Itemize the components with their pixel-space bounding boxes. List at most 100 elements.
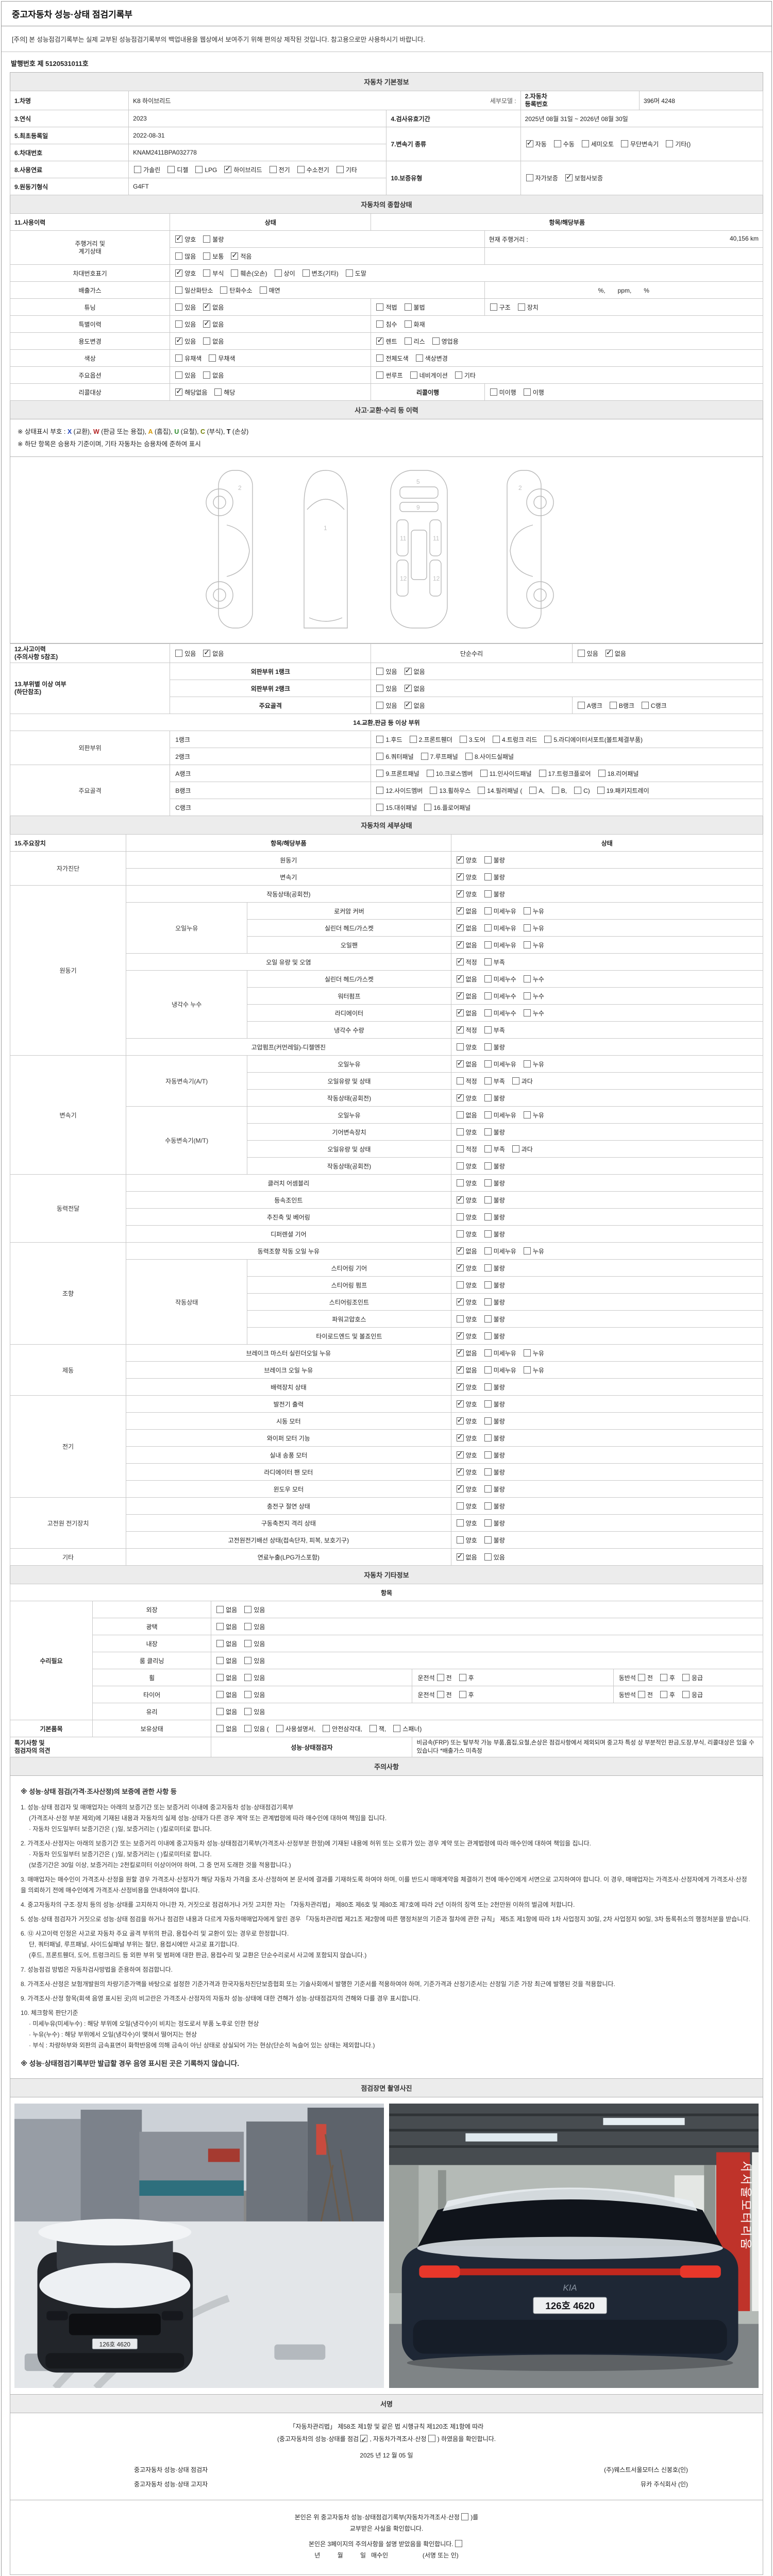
checkbox[interactable]: [456, 1077, 464, 1084]
checkbox[interactable]: [269, 165, 277, 173]
checkbox[interactable]: [523, 1349, 531, 1357]
checkbox[interactable]: [376, 752, 384, 760]
checkbox[interactable]: [484, 1009, 492, 1016]
checkbox[interactable]: [523, 992, 531, 999]
checkbox[interactable]: [490, 388, 497, 396]
checkbox[interactable]: [484, 1417, 492, 1425]
checkbox[interactable]: [376, 667, 384, 675]
checkbox[interactable]: [484, 1315, 492, 1323]
checkbox[interactable]: [456, 1467, 464, 1476]
checkbox[interactable]: [492, 735, 500, 743]
checkbox[interactable]: [410, 371, 417, 379]
checkbox[interactable]: [523, 1060, 531, 1067]
checkbox[interactable]: [523, 1111, 531, 1118]
checkbox[interactable]: [456, 1111, 464, 1118]
checkbox[interactable]: [456, 1145, 464, 1153]
checkbox[interactable]: [244, 1605, 252, 1613]
checkbox[interactable]: [456, 1195, 464, 1204]
checkbox[interactable]: [577, 701, 585, 709]
checkbox[interactable]: [244, 1673, 252, 1681]
checkbox[interactable]: [484, 1077, 492, 1084]
checkbox[interactable]: [523, 1247, 531, 1255]
checkbox[interactable]: [203, 648, 211, 657]
checkbox[interactable]: [167, 165, 175, 173]
checkbox[interactable]: [539, 769, 546, 777]
checkbox[interactable]: [484, 1553, 492, 1561]
checkbox[interactable]: [459, 1690, 466, 1698]
checkbox[interactable]: [574, 786, 582, 794]
checkbox[interactable]: [259, 286, 267, 294]
checkbox[interactable]: [323, 1724, 330, 1732]
checkbox[interactable]: [456, 906, 464, 914]
checkbox[interactable]: [484, 1111, 492, 1118]
checkbox[interactable]: [404, 666, 412, 675]
checkbox[interactable]: [175, 234, 183, 243]
checkbox[interactable]: [480, 769, 488, 777]
checkbox[interactable]: [484, 975, 492, 982]
checkbox[interactable]: [484, 1196, 492, 1204]
checkbox[interactable]: [216, 1673, 224, 1681]
checkbox[interactable]: [421, 752, 428, 760]
checkbox[interactable]: [484, 1179, 492, 1187]
checkbox[interactable]: [484, 1502, 492, 1510]
checkbox[interactable]: [484, 890, 492, 897]
checkbox[interactable]: [526, 174, 533, 181]
checkbox[interactable]: [203, 319, 211, 328]
checkbox[interactable]: [523, 1366, 531, 1374]
checkbox[interactable]: [436, 1673, 444, 1681]
checkbox[interactable]: [484, 1468, 492, 1476]
checkbox[interactable]: [244, 1724, 252, 1732]
checkbox[interactable]: [195, 165, 203, 173]
checkbox[interactable]: [478, 786, 485, 794]
checkbox[interactable]: [484, 1145, 492, 1153]
checkbox[interactable]: [484, 992, 492, 999]
checkbox[interactable]: [456, 1179, 464, 1187]
checkbox[interactable]: [456, 1043, 464, 1050]
checkbox[interactable]: [456, 923, 464, 931]
checkbox[interactable]: [598, 769, 606, 777]
checkbox[interactable]: [203, 235, 211, 243]
checkbox[interactable]: [456, 1230, 464, 1238]
checkbox[interactable]: [175, 252, 183, 260]
checkbox[interactable]: [175, 387, 183, 396]
checkbox[interactable]: [456, 1162, 464, 1170]
checkbox[interactable]: [244, 1690, 252, 1698]
checkbox[interactable]: [609, 701, 617, 709]
checkbox[interactable]: [456, 1213, 464, 1221]
checkbox[interactable]: [436, 1690, 444, 1698]
checkbox[interactable]: [553, 140, 561, 147]
checkbox[interactable]: [529, 786, 537, 794]
checkbox[interactable]: [369, 1724, 377, 1732]
checkbox[interactable]: [224, 164, 232, 173]
checkbox[interactable]: [526, 139, 533, 147]
checkbox[interactable]: [428, 2435, 435, 2442]
checkbox[interactable]: [376, 786, 384, 794]
checkbox[interactable]: [523, 388, 531, 396]
checkbox[interactable]: [484, 1264, 492, 1272]
checkbox[interactable]: [214, 388, 222, 396]
checkbox[interactable]: [376, 336, 384, 345]
checkbox[interactable]: [484, 1434, 492, 1442]
checkbox[interactable]: [517, 303, 525, 311]
checkbox[interactable]: [456, 1416, 464, 1425]
checkbox[interactable]: [484, 856, 492, 863]
checkbox[interactable]: [244, 1622, 252, 1630]
checkbox[interactable]: [456, 889, 464, 897]
checkbox[interactable]: [336, 165, 344, 173]
checkbox[interactable]: [216, 1622, 224, 1630]
checkbox[interactable]: [523, 924, 531, 931]
checkbox[interactable]: [484, 873, 492, 880]
checkbox[interactable]: [393, 1724, 401, 1732]
checkbox[interactable]: [203, 252, 211, 260]
checkbox[interactable]: [216, 1639, 224, 1647]
checkbox[interactable]: [216, 1656, 224, 1664]
checkbox[interactable]: [175, 268, 183, 277]
checkbox[interactable]: [376, 735, 384, 743]
checkbox[interactable]: [376, 701, 384, 709]
checkbox[interactable]: [484, 1485, 492, 1493]
checkbox[interactable]: [456, 1315, 464, 1323]
checkbox[interactable]: [484, 1230, 492, 1238]
checkbox[interactable]: [456, 1246, 464, 1255]
checkbox[interactable]: [203, 371, 211, 379]
checkbox[interactable]: [455, 2540, 462, 2547]
